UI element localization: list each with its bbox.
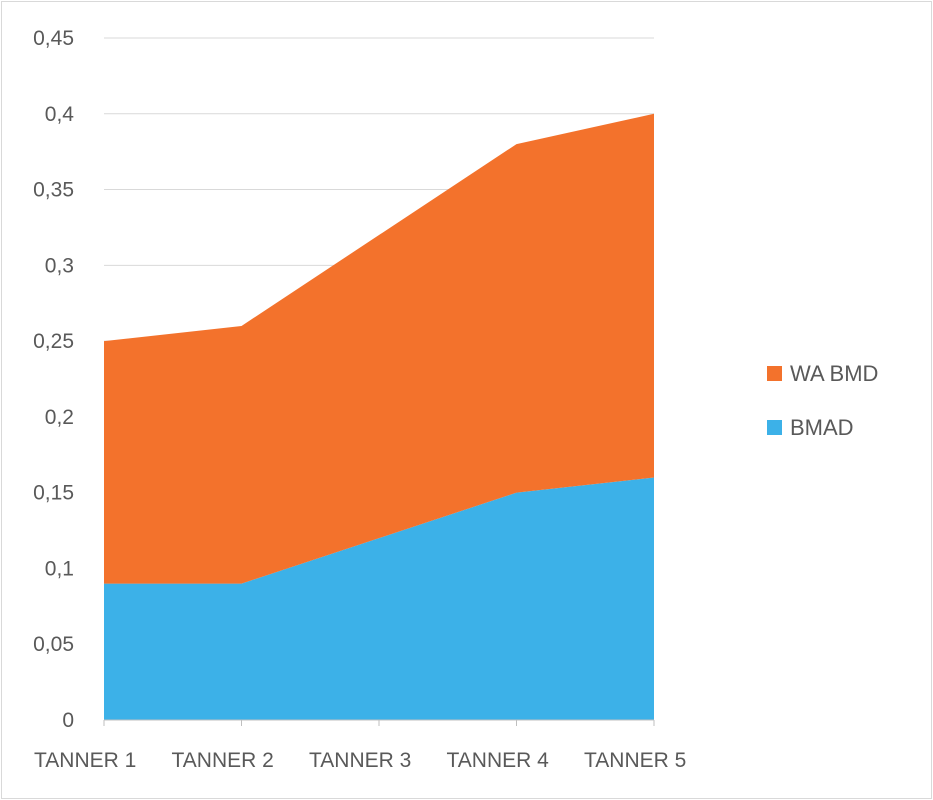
y-tick-label: 0,25	[33, 330, 74, 353]
x-tick-label: TANNER 4	[447, 749, 550, 772]
y-tick-label: 0,45	[33, 27, 74, 50]
y-tick-label: 0,4	[45, 103, 75, 126]
y-tick-label: 0,3	[45, 254, 74, 277]
y-tick-label: 0	[62, 709, 74, 732]
x-axis-ticks: TANNER 1 TANNER 2 TANNER 3 TANNER 4 TANNER 5	[34, 749, 686, 772]
legend-label-wa-bmd: WA BMD	[790, 361, 878, 386]
legend-label-bmad: BMAD	[790, 415, 854, 440]
area-wa-bmd	[104, 113, 654, 584]
y-tick-label: 0,05	[33, 633, 74, 656]
y-tick-label: 0,35	[33, 179, 74, 202]
y-axis-ticks: 0 0,05 0,1 0,15 0,2 0,25 0,3 0,35 0,4 0,45	[33, 27, 74, 732]
x-tick-label: TANNER 3	[309, 749, 411, 772]
x-tick-label: TANNER 5	[584, 749, 686, 772]
x-tick-label: TANNER 1	[34, 749, 136, 772]
y-tick-label: 0,1	[45, 557, 74, 580]
areas	[104, 113, 654, 720]
area-bmad	[104, 477, 654, 720]
legend-swatch-wa-bmd	[767, 366, 782, 381]
y-tick-label: 0,2	[45, 406, 74, 429]
x-axis	[103, 719, 655, 726]
y-tick-label: 0,15	[33, 482, 74, 505]
legend: WA BMD BMAD	[767, 361, 878, 440]
x-tick-label: TANNER 2	[172, 749, 274, 772]
legend-swatch-bmad	[767, 420, 782, 435]
